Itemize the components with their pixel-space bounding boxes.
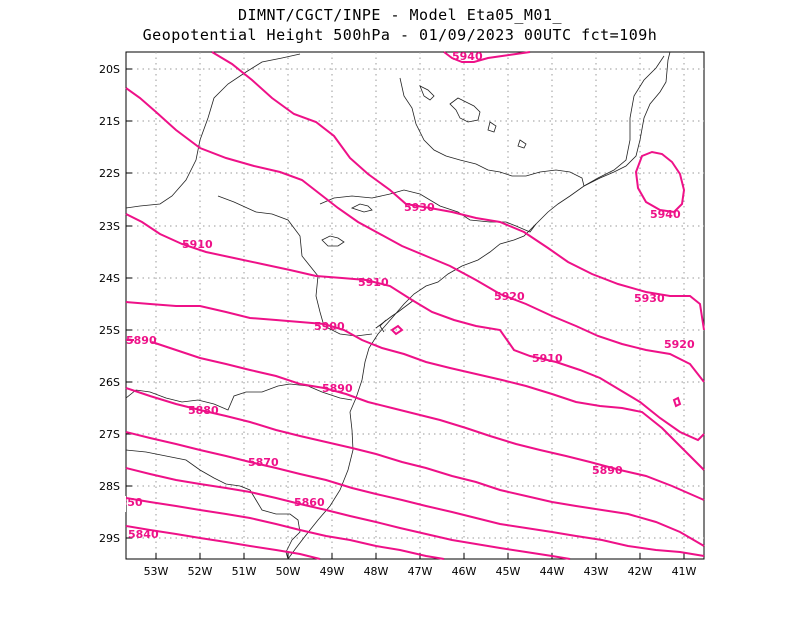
contour-label: 5880: [188, 404, 219, 417]
contour-5900: [125, 301, 705, 471]
graticule: [126, 52, 704, 559]
contour-5850: [125, 497, 445, 560]
lake: [487, 121, 497, 133]
geographic-boundaries: [125, 51, 671, 560]
lat-label: 28S: [99, 480, 120, 493]
contour-label: 5890: [322, 382, 353, 395]
lon-label: 48W: [364, 565, 389, 578]
lon-label: 53W: [144, 565, 169, 578]
lat-label: 20S: [99, 63, 120, 76]
contour-5940-closed: [634, 150, 686, 214]
lake: [517, 139, 527, 149]
contour-label: 5860: [294, 496, 325, 509]
map-title-line1: DIMNT/CGCT/INPE - Model Eta05_M01_: [237, 6, 563, 24]
contour-label: 5930: [634, 292, 665, 305]
contour-5900-small: [672, 396, 682, 408]
lon-label: 52W: [188, 565, 213, 578]
lat-label: 21S: [99, 115, 120, 128]
lon-label: 51W: [232, 565, 257, 578]
lat-label: 26S: [99, 376, 120, 389]
contour-label: 5920: [664, 338, 695, 351]
contour-label: 5840: [128, 528, 159, 541]
map-frame: [125, 51, 705, 560]
lake: [449, 97, 481, 123]
lon-label: 43W: [584, 565, 609, 578]
lon-label: 50W: [276, 565, 301, 578]
state-border: [125, 139, 201, 209]
contour-5840: [125, 525, 321, 560]
lon-label: 45W: [496, 565, 521, 578]
lon-label: 47W: [408, 565, 433, 578]
lake: [419, 85, 435, 101]
contour-5930: [211, 51, 705, 331]
contour-label: 5910: [182, 238, 213, 251]
lake: [350, 203, 373, 213]
lon-label: 42W: [628, 565, 653, 578]
state-border: [199, 53, 301, 141]
contour-label: 5930: [404, 201, 435, 214]
contour-5910-small: [390, 324, 404, 336]
contour-5870: [125, 431, 705, 557]
lake: [321, 235, 345, 247]
contour-label: 5940: [650, 208, 681, 221]
height-contours: [125, 51, 705, 560]
state-border: [583, 55, 665, 187]
contour-5860: [125, 467, 571, 560]
state-border: [217, 195, 257, 213]
contour-label: 5940: [452, 50, 483, 63]
coastline: [287, 51, 671, 560]
lon-label: 44W: [540, 565, 565, 578]
map-title-line2: Geopotential Height 500hPa - 01/09/2023 …: [142, 26, 658, 44]
contour-5890: [151, 341, 705, 501]
contour-label: 5920: [494, 290, 525, 303]
state-border: [319, 189, 537, 233]
contour-5920: [125, 87, 705, 383]
lon-label: 41W: [672, 565, 697, 578]
lon-label: 49W: [320, 565, 345, 578]
contour-label: 5890: [592, 464, 623, 477]
lat-label: 29S: [99, 532, 120, 545]
state-border: [399, 77, 585, 187]
contour-5940-north: [443, 51, 531, 63]
contour-5880: [125, 387, 705, 547]
state-border: [255, 211, 373, 337]
lat-label: 25S: [99, 324, 120, 337]
lat-label: 22S: [99, 167, 120, 180]
frame-mask: [0, 496, 126, 512]
lon-label: 46W: [452, 565, 477, 578]
contour-label: 5910: [532, 352, 563, 365]
lat-label: 23S: [99, 220, 120, 233]
country-border: [125, 449, 301, 560]
contour-label: 5870: [248, 456, 279, 469]
state-border: [125, 383, 353, 411]
contour-label: 5890: [126, 334, 157, 347]
lat-label: 24S: [99, 272, 120, 285]
contour-label: 5910: [358, 276, 389, 289]
lat-label: 27S: [99, 428, 120, 441]
lagoon: [379, 319, 387, 333]
contour-5910: [125, 213, 705, 442]
contour-label: 5900: [314, 320, 345, 333]
